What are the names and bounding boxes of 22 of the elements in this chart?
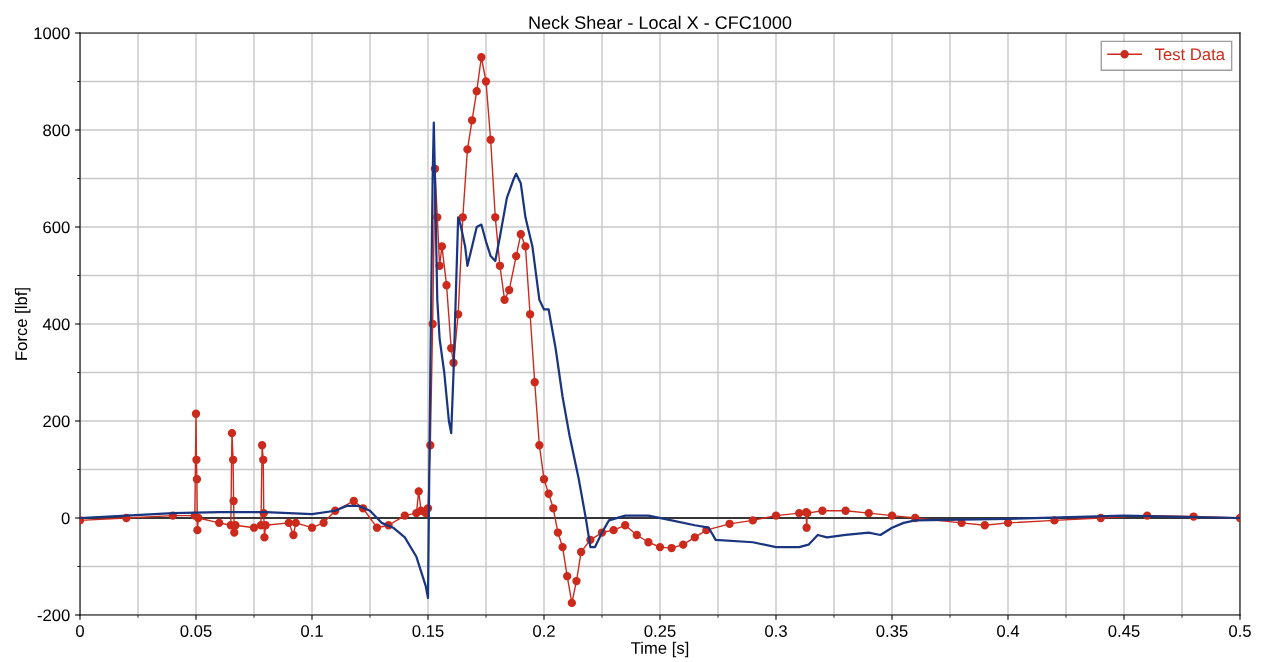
x-tick-label: 0.1 bbox=[301, 625, 323, 637]
y-tick-label: 0 bbox=[61, 512, 70, 525]
x-tick-label: 0.4 bbox=[997, 625, 1020, 637]
y-axis-title: Force [lbf] bbox=[14, 288, 31, 360]
x-axis-title: Time [s] bbox=[631, 641, 689, 658]
x-tick-label: 0.35 bbox=[876, 625, 908, 637]
x-tick-label: 0.3 bbox=[765, 625, 787, 637]
y-tick-label: 400 bbox=[42, 318, 70, 331]
y-tick-label: 1000 bbox=[34, 27, 70, 40]
legend-label: Test Data bbox=[1154, 48, 1225, 61]
y-tick-label: 600 bbox=[43, 221, 70, 234]
x-tick-label: 0.2 bbox=[533, 625, 555, 637]
x-tick-label: 0.45 bbox=[1108, 625, 1140, 637]
x-tick-label: 0.25 bbox=[644, 625, 676, 637]
y-tick-label: 800 bbox=[43, 124, 70, 137]
x-tick-label: 0.15 bbox=[412, 625, 444, 637]
x-tick-label: 0.05 bbox=[180, 625, 212, 637]
x-tick-label: 0 bbox=[76, 625, 84, 637]
x-tick-label: 0.5 bbox=[1229, 625, 1251, 637]
chart-title: Neck Shear - Local X - CFC1000 bbox=[529, 15, 792, 30]
y-tick-label: 200 bbox=[43, 415, 70, 428]
y-tick-label: -200 bbox=[37, 609, 70, 622]
